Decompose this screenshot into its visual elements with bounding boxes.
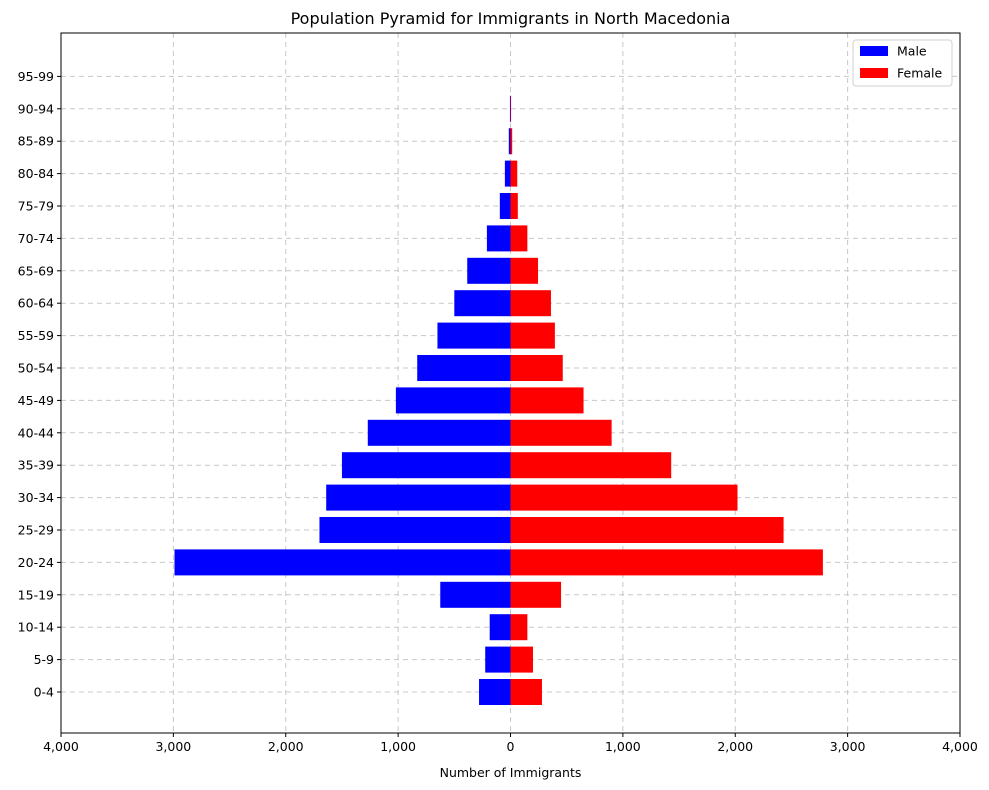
y-tick-label: 65-69 [18,263,54,278]
legend-label: Female [897,66,943,81]
y-tick-label: 40-44 [18,425,54,440]
male-bar [417,355,511,381]
x-tick-label: 1,000 [380,739,416,754]
male-bar [479,679,511,705]
y-tick-label: 45-49 [18,393,54,408]
x-tick-label: 3,000 [830,739,866,754]
y-tick-label: 0-4 [34,685,54,700]
x-tick-label: 2,000 [268,739,304,754]
x-tick-label: 4,000 [43,739,79,754]
female-bar [510,679,542,705]
male-bar [437,322,511,349]
female-bar [510,257,539,284]
y-tick-label: 70-74 [18,231,54,246]
y-tick-label: 20-24 [18,555,54,570]
male-bar [454,290,511,317]
y-tick-label: 5-9 [34,652,54,667]
female-bar [510,452,672,479]
legend-swatch [860,68,888,78]
male-bar [341,452,511,479]
y-tick-label: 85-89 [18,134,54,149]
y-tick-label: 55-59 [18,328,54,343]
male-bar [485,646,511,673]
female-bar [510,225,528,252]
y-tick-label: 15-19 [18,587,54,602]
y-tick-label: 30-34 [18,490,54,505]
y-tick-label: 95-99 [18,69,54,84]
male-bar [486,225,511,252]
bars [174,95,823,705]
female-bar [510,128,513,155]
female-bar [510,419,612,446]
x-tick-label: 2,000 [717,739,753,754]
male-bar [499,193,511,219]
y-axis-ticks: 0-4 5-9 10-14 15-19 20-24 25-29 30-34 35-39 40-4… [18,69,61,700]
male-bar [489,614,511,641]
female-bar [510,646,533,673]
male-bar [467,257,511,284]
male-bar [504,160,511,187]
legend-swatch [860,46,888,56]
female-bar [510,517,784,543]
male-bar [440,581,511,608]
female-bar [510,322,555,349]
male-bar [174,549,511,576]
female-bar [510,614,528,641]
female-bar [510,160,518,187]
y-tick-label: 35-39 [18,458,54,473]
female-bar [510,387,584,414]
x-tick-label: 1,000 [605,739,641,754]
y-tick-label: 25-29 [18,523,54,538]
female-bar [510,193,518,219]
female-bar [510,95,512,122]
legend: Male Female [852,39,953,87]
male-bar [326,484,511,511]
y-tick-label: 75-79 [18,199,54,214]
y-tick-label: 60-64 [18,296,54,311]
x-axis-ticks: 4,000 3,000 2,000 1,000 0 1,000 2,000 3,000 4,00… [43,733,978,754]
male-bar [367,419,511,446]
male-bar [395,387,511,414]
male-bar [319,517,511,543]
x-axis-label: Number of Immigrants [440,765,582,780]
female-bar [510,581,562,608]
legend-label: Male [897,44,927,59]
female-bar [510,484,738,511]
chart-title: Population Pyramid for Immigrants in Nor… [291,9,731,28]
x-tick-label: 4,000 [942,739,978,754]
male-bar [509,95,511,122]
female-bar [510,290,551,317]
y-tick-label: 90-94 [18,101,54,116]
x-tick-label: 3,000 [155,739,191,754]
y-tick-label: 50-54 [18,361,54,376]
female-bar [510,355,563,381]
female-bar [510,549,823,576]
x-tick-label: 0 [507,739,515,754]
y-tick-label: 80-84 [18,166,54,181]
y-tick-label: 10-14 [18,620,54,635]
male-bar [508,128,511,155]
